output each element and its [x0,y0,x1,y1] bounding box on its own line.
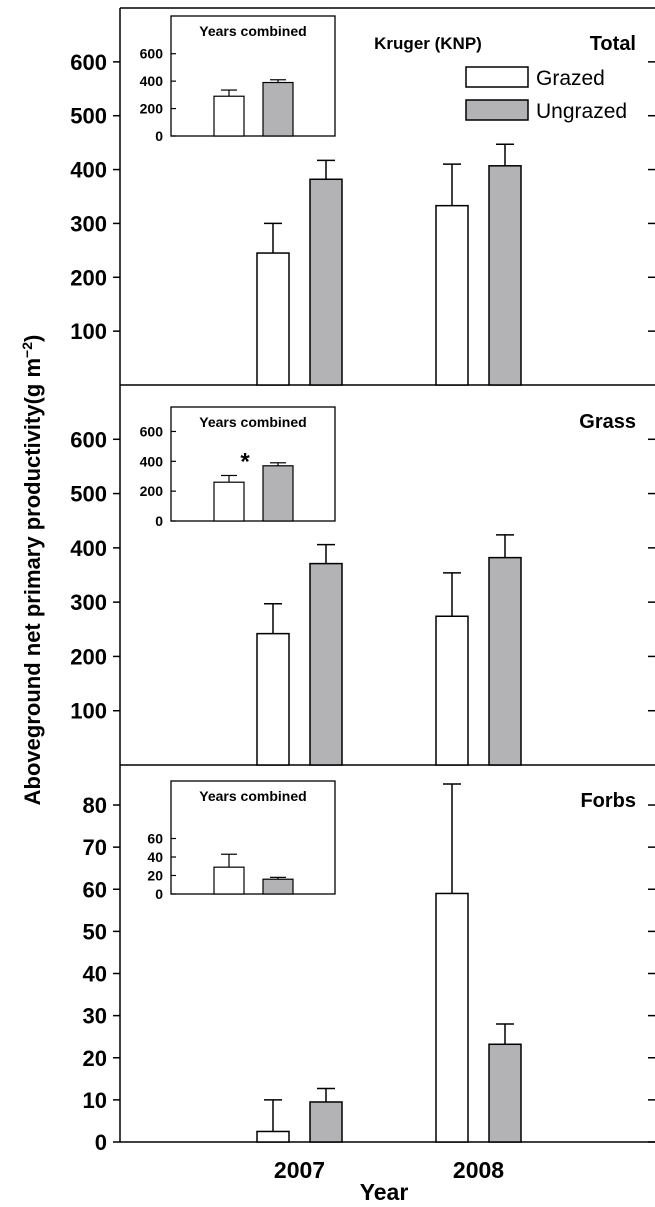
y-tick-label: 60 [83,877,107,902]
inset-bar [213,95,245,137]
y-axis-label-main: Aboveground net primary productivity [20,404,45,806]
inset-frame [170,15,336,137]
x-tick-label: 2008 [453,1157,504,1183]
y-tick-label: 100 [70,319,107,344]
inset-y-tick-label: 200 [140,101,164,117]
bar [256,252,290,386]
y-tick-label: 600 [70,50,107,75]
y-tick-label: 400 [70,536,107,561]
inset-title: Years combined [199,788,306,804]
inset-bar [213,866,245,895]
legend: Grazed Ungrazed [465,66,627,123]
y-tick-label: 50 [83,919,107,944]
y-tick-label: 300 [70,590,107,615]
inset-y-tick-label: 0 [155,886,163,902]
y-tick-label: 200 [70,644,107,669]
y-tick-label: 100 [70,699,107,724]
legend-label-grazed: Grazed [536,67,605,90]
x-axis-label: Year [360,1179,409,1205]
inset-y-tick-label: 200 [140,483,164,499]
legend-label-ungrazed: Ungrazed [536,100,627,123]
inset-y-tick-label: 60 [147,831,163,847]
bar [256,1130,290,1143]
y-tick-label: 20 [83,1046,107,1071]
bar [435,204,469,386]
y-tick-label: 80 [83,793,107,818]
inset-y-tick-label: 400 [140,453,164,469]
bar [309,178,343,386]
legend-swatch-ungrazed [465,99,529,121]
y-axis-label-unit-close: ) [20,335,45,342]
y-axis-label-unit: (g m [20,358,45,404]
y-tick-label: 10 [83,1088,107,1113]
panel-title: Grass [579,411,636,433]
inset-frame [170,780,336,895]
panel-title: Forbs [580,790,636,812]
significance-marker: * [240,448,250,475]
x-tick-label: 2007 [274,1157,325,1183]
inset-frame [170,406,336,522]
inset-y-tick-label: 600 [140,423,164,439]
y-tick-label: 500 [70,104,107,129]
inset-bar [262,465,294,522]
y-tick-label: 300 [70,211,107,236]
bar [488,1043,522,1143]
inset-bar [262,878,294,895]
bar [309,562,343,766]
y-tick-label: 70 [83,835,107,860]
inset-y-tick-label: 20 [147,868,163,884]
inset-title: Years combined [199,414,306,430]
bar [435,615,469,766]
bar [488,165,522,386]
legend-swatch-grazed [465,66,529,88]
inset-title: Years combined [199,23,306,39]
y-tick-label: 400 [70,158,107,183]
inset-y-tick-label: 600 [140,46,164,62]
inset-bar [213,481,245,522]
y-axis-label: Aboveground net primary productivity(g m… [19,335,45,806]
bar [488,556,522,766]
y-tick-label: 200 [70,265,107,290]
y-tick-label: 40 [83,962,107,987]
y-tick-label: 600 [70,427,107,452]
inset-y-tick-label: 0 [155,513,163,529]
y-axis-label-unit-exp: −2 [19,342,35,358]
inset-y-tick-label: 0 [155,128,163,144]
inset-y-tick-label: 400 [140,73,164,89]
site-label: Kruger (KNP) [374,34,482,53]
bar [256,632,290,766]
y-tick-label: 500 [70,482,107,507]
y-tick-label: 0 [95,1130,107,1155]
bar [435,892,469,1143]
inset-y-tick-label: 40 [147,849,163,865]
inset-bar [262,81,294,137]
y-tick-label: 30 [83,1004,107,1029]
bar [309,1101,343,1143]
panel-title: Total [590,33,636,55]
